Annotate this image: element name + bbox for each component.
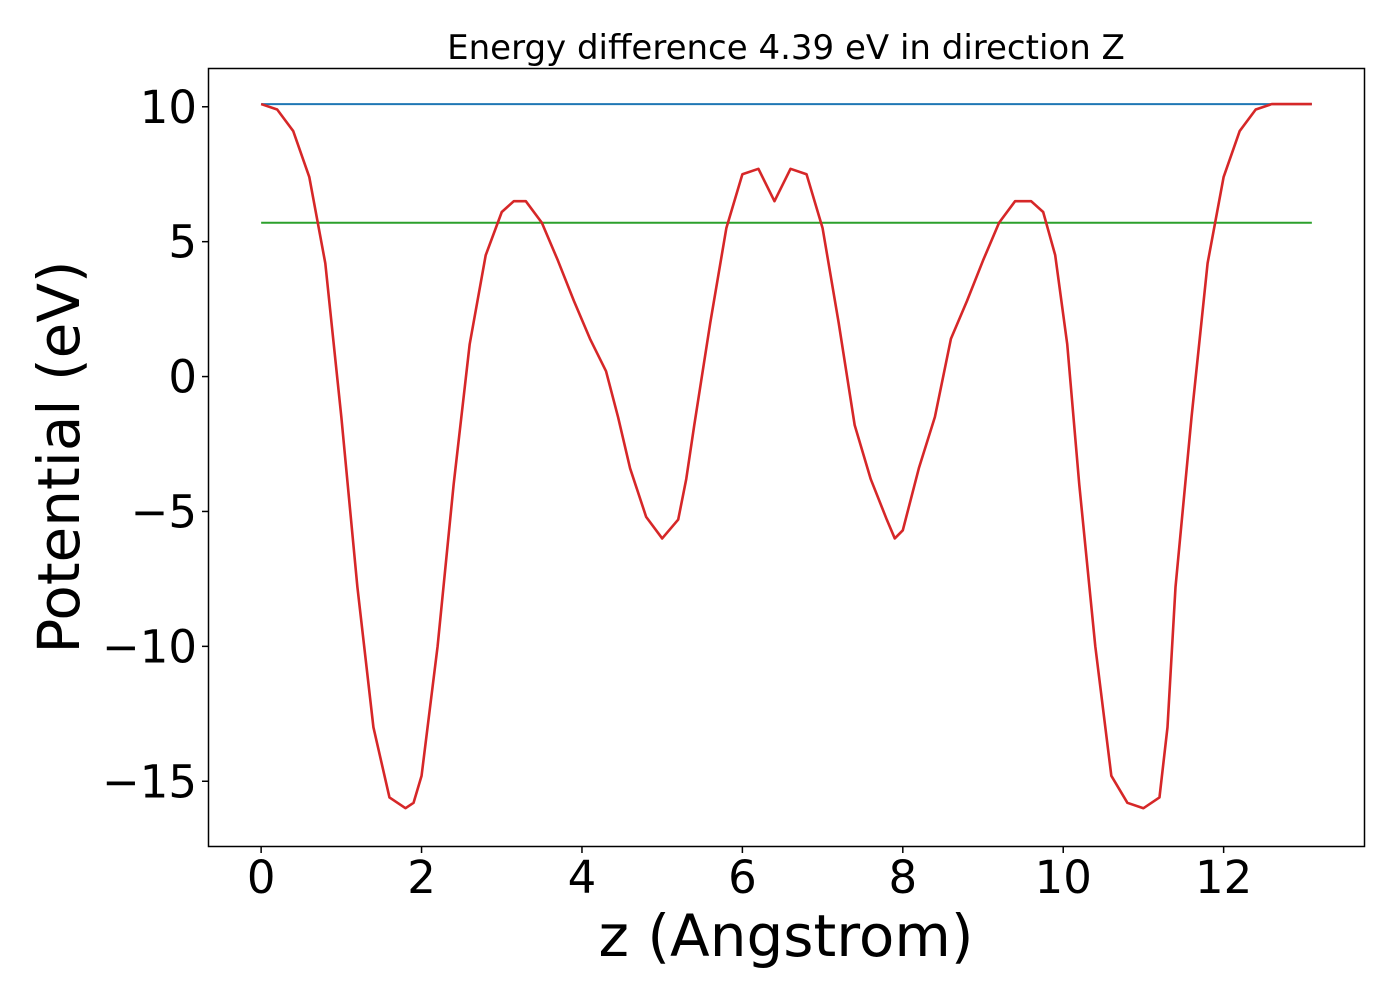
series-line-0: [260, 102, 1312, 810]
y-tick-label: −15: [102, 755, 197, 808]
y-axis-label: Potential (eV): [25, 260, 93, 653]
x-tick-label: 6: [728, 851, 757, 904]
y-tick-label: 5: [168, 216, 197, 269]
x-tick-label: 12: [1195, 851, 1252, 904]
x-tick-label: 8: [888, 851, 917, 904]
x-tick-label: 10: [1035, 851, 1092, 904]
series-layer: [260, 102, 1312, 810]
y-tick-label: 0: [168, 351, 197, 404]
x-tick-label: 0: [247, 851, 276, 904]
ticks-layer: 0 2 4 6 8 10 12 10 5 0 −5 −10 −15: [102, 81, 1252, 904]
x-tick-label: 4: [568, 851, 597, 904]
x-tick-label: 2: [407, 851, 436, 904]
chart-title: Energy difference 4.39 eV in direction Z: [447, 28, 1125, 68]
y-tick-label: −10: [102, 620, 197, 673]
y-tick-label: −5: [131, 485, 197, 538]
x-axis-label: z (Angstrom): [599, 902, 974, 970]
plot-frame: [207, 67, 1366, 848]
y-tick-label: 10: [140, 81, 197, 134]
